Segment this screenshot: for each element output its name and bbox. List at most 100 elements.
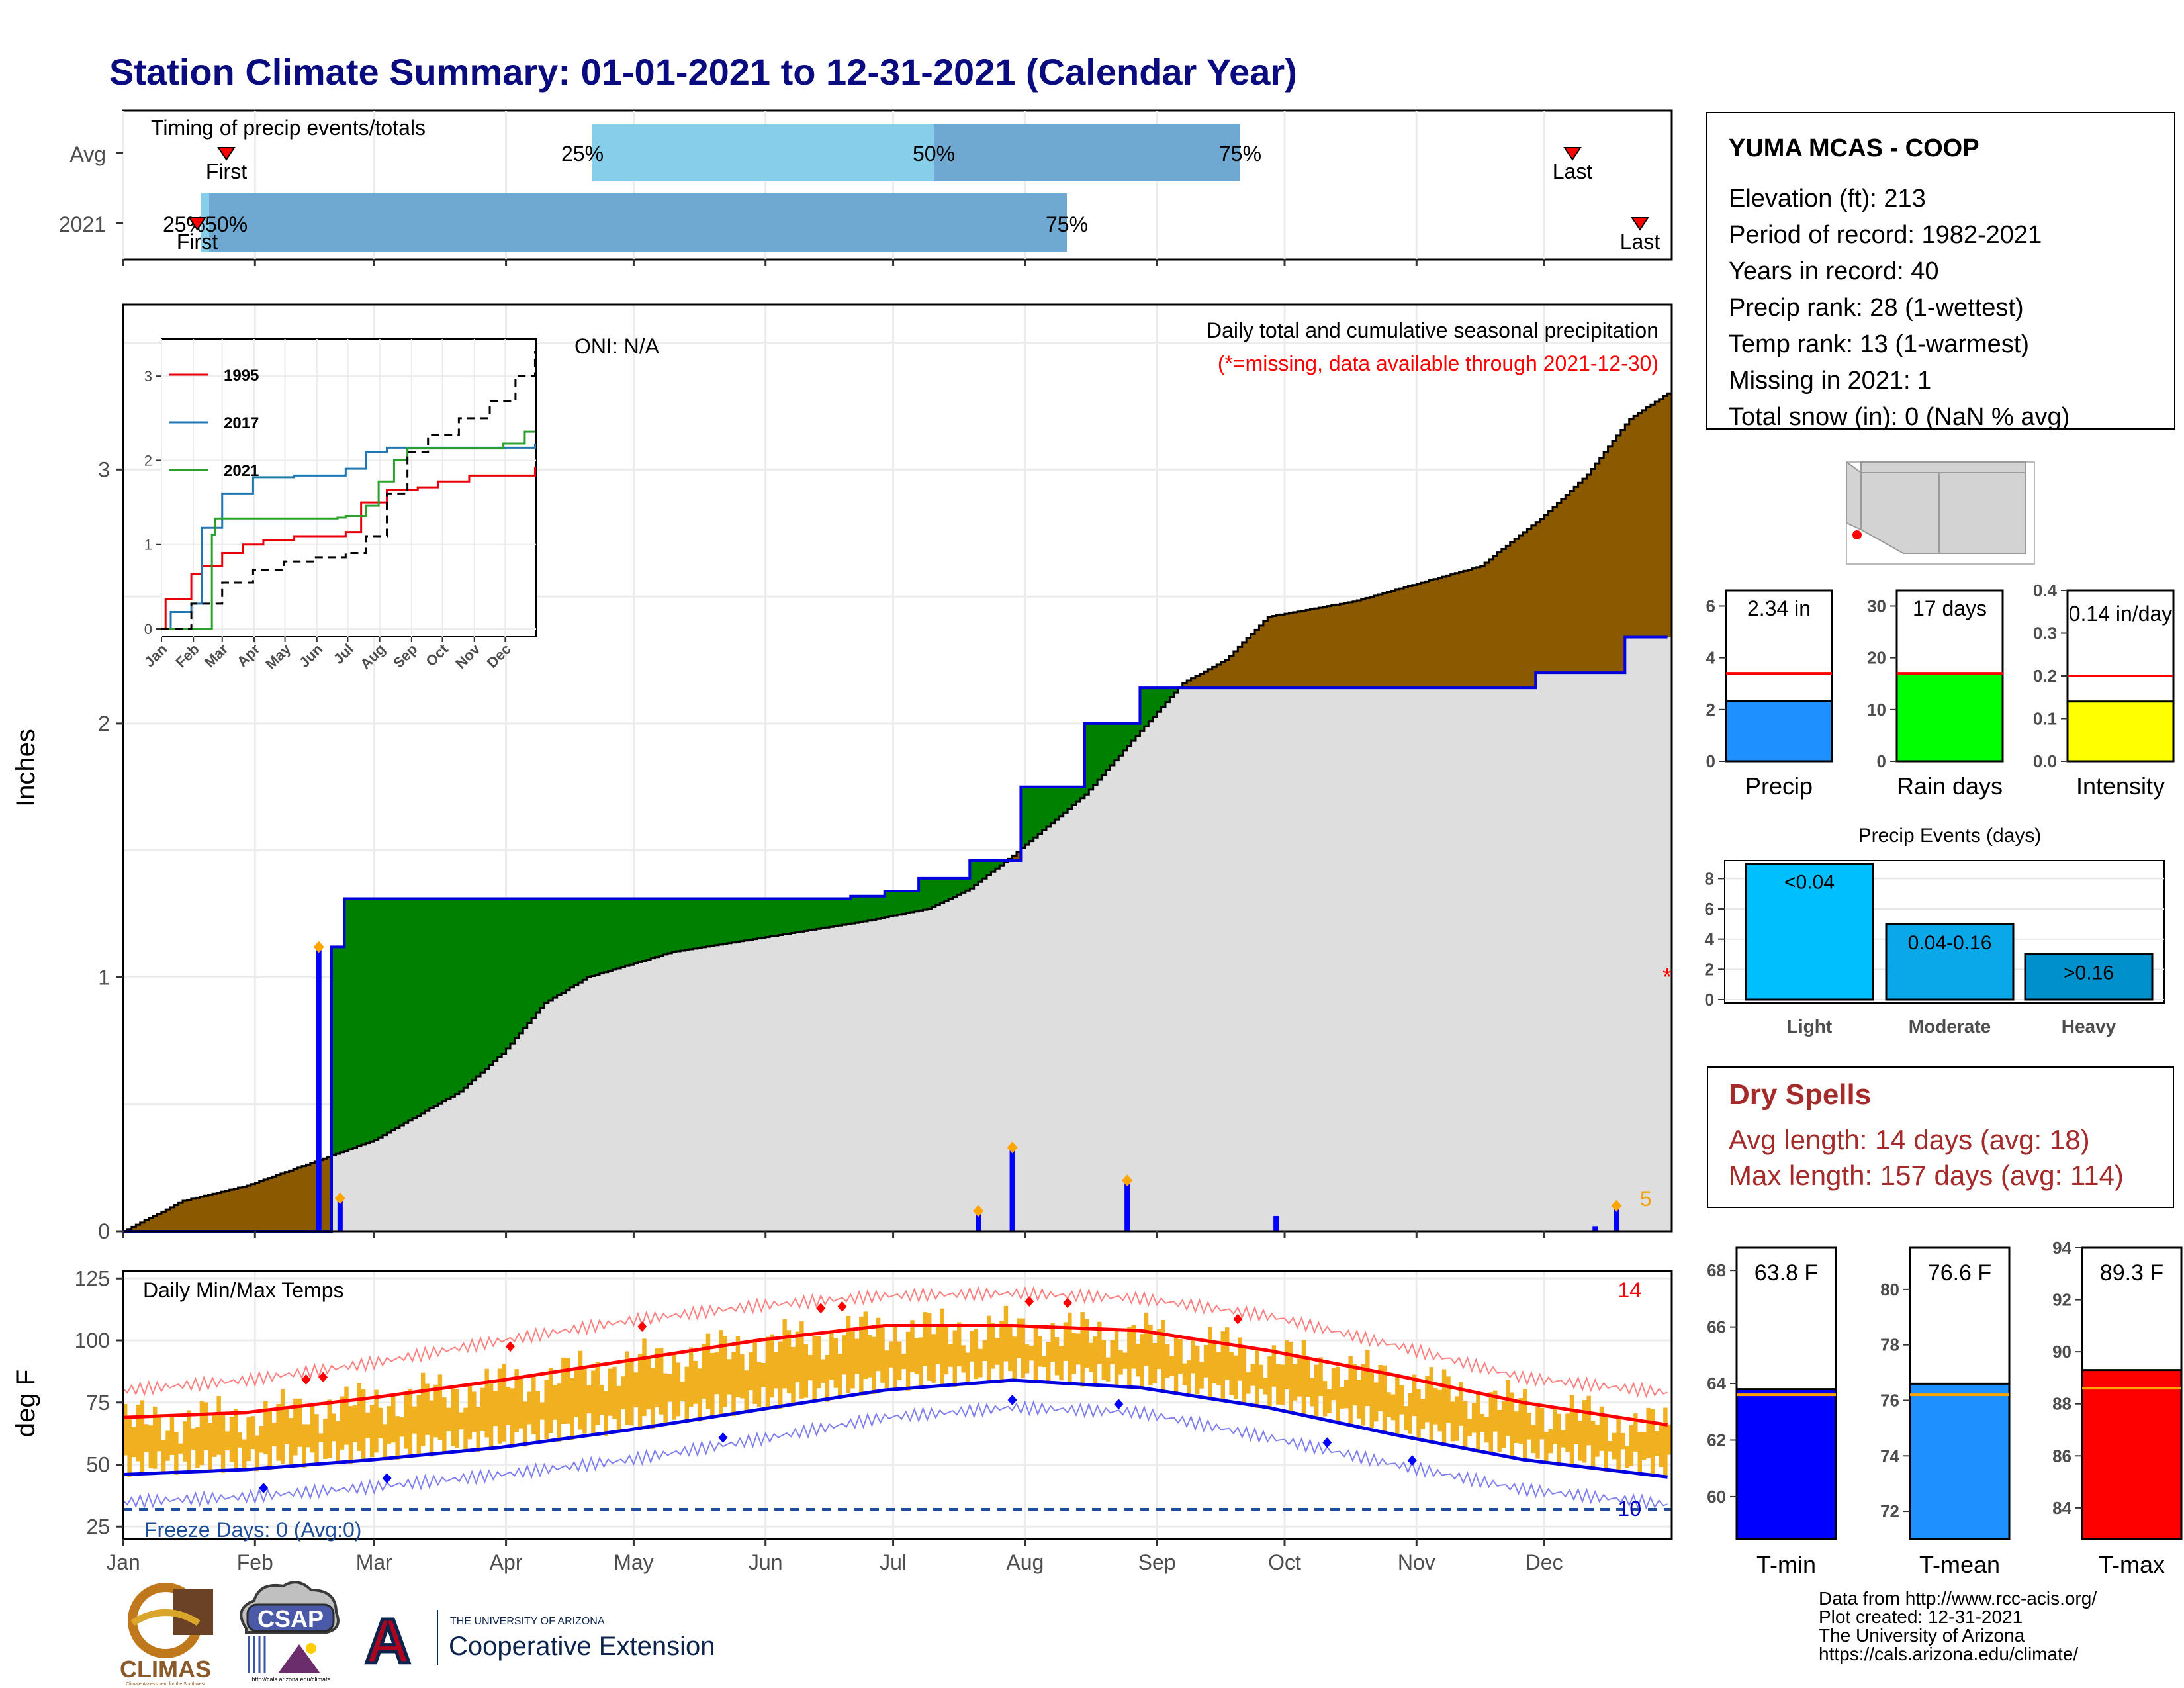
- record-low-marker: [1322, 1437, 1332, 1448]
- temp-bar-ytick-label: 90: [2052, 1342, 2071, 1362]
- ua-big-text: Cooperative Extension: [449, 1632, 715, 1661]
- record-high-marker: [301, 1374, 311, 1385]
- daily-precip-bar: [1592, 1226, 1598, 1231]
- daily-precip-bar: [1273, 1215, 1279, 1231]
- timing-2021-bar-50-75: [209, 193, 1067, 252]
- timing-avg-last-marker: [1563, 147, 1582, 161]
- temp-ytick-label: 50: [86, 1453, 110, 1477]
- inset-ytick-label: 2: [144, 452, 152, 469]
- timing-avg-first-label: First: [206, 160, 247, 183]
- precip-event-category: Heavy: [2062, 1016, 2116, 1037]
- temp-ytick-label: 125: [75, 1266, 110, 1290]
- mini-bar-value-label: 2.34 in: [1747, 596, 1811, 620]
- month-label: Mar: [356, 1550, 392, 1574]
- temp-bar-label: T-min: [1756, 1551, 1816, 1578]
- daily-temp-range-bars: [123, 1305, 1672, 1477]
- month-label: Jun: [749, 1550, 783, 1574]
- precip-missing-marker: *: [1662, 963, 1672, 990]
- temp-bar-label: T-mean: [1919, 1551, 2000, 1578]
- timing-avg-bar-50-75: [934, 124, 1240, 181]
- record-high-marker: [1233, 1313, 1243, 1325]
- mini-bar-ytick-label: 30: [1867, 596, 1886, 616]
- timing-avg-25-label: 25%: [561, 142, 604, 165]
- mini-bar-ytick-label: 6: [1706, 596, 1715, 616]
- mini-bar-value: [1725, 700, 1833, 763]
- record-high-marker: [637, 1321, 647, 1332]
- record-low-marker: [1407, 1455, 1417, 1466]
- timing-label: Timing of precip events/totals: [151, 116, 426, 140]
- new-mexico-shape: [1938, 472, 2026, 554]
- station-info-box: YUMA MCAS - COOP Elevation (ft): 213 Peri…: [1706, 112, 2175, 431]
- mini-bar-value: [1895, 672, 2004, 763]
- temp-bar-ytick-label: 88: [2052, 1394, 2071, 1414]
- temp-bar-ytick-label: 84: [2052, 1498, 2071, 1518]
- temp-bar-value-label: 89.3 F: [2100, 1260, 2163, 1286]
- precip-ytick-label: 2: [98, 712, 110, 735]
- csap-logo-text: CSAP: [257, 1605, 324, 1632]
- precip-events-chart: Precip Events (days) 0 2 4 6 8 <0.04 Light 0.04…: [1705, 825, 2165, 1037]
- station-info-line: Temp rank: 13 (1-warmest): [1729, 330, 2029, 358]
- climas-logo: CLIMAS Climate Assessment for the Southw…: [120, 1583, 213, 1687]
- temp-bar-value: [2081, 1369, 2183, 1540]
- daily-precip-marker: [313, 941, 324, 953]
- normal-min-temp-line: [122, 1378, 1668, 1479]
- temp-bar-t-mean: 72 74 76 78 80 76.6 F T-mean: [1880, 1246, 2011, 1578]
- credit-line-4: https://cals.arizona.edu/climate/: [1819, 1644, 2078, 1664]
- precip-event-bar-label: 0.04-0.16: [1908, 932, 1992, 954]
- climas-logo-subtext: Climate Assessment for the Southwest: [126, 1682, 205, 1687]
- mini-bar-ytick-label: 0.1: [2033, 709, 2057, 729]
- mini-bar-ytick-label: 0.3: [2033, 624, 2057, 643]
- credit-line-1: Data from http://www.rcc-acis.org/: [1819, 1588, 2097, 1609]
- timing-2021-last-marker: [1631, 217, 1649, 231]
- timing-avg-75-label: 75%: [1219, 142, 1261, 165]
- timing-avg-50-label: 50%: [913, 142, 955, 165]
- precip-event-bar: [1885, 923, 2015, 1001]
- credits: Data from http://www.rcc-acis.org/ Plot …: [1819, 1588, 2097, 1664]
- daily-precip-marker: [1611, 1199, 1622, 1212]
- oni-label: ONI: N/A: [574, 334, 660, 358]
- mini-bar-value: [2066, 700, 2175, 763]
- daily-precip-bar: [1009, 1147, 1015, 1231]
- record-low-marker: [1007, 1395, 1017, 1405]
- events-ytick-label: 4: [1705, 929, 1715, 949]
- timing-avg-first-marker: [217, 147, 236, 161]
- daily-precip-bar: [976, 1211, 981, 1231]
- temp-hot-count: 14: [1617, 1278, 1641, 1302]
- month-label: Aug: [1006, 1550, 1044, 1574]
- mini-bar-precip: 0 2 4 6 2.34 in Precip: [1706, 589, 1833, 800]
- temp-bar-ytick-label: 72: [1880, 1501, 1899, 1521]
- station-info-line: Precip rank: 28 (1-wettest): [1729, 294, 2024, 322]
- timing-row-avg: Avg: [69, 142, 106, 166]
- timing-2021-first-marker: [188, 217, 206, 231]
- precip-subtitle: Daily total and cumulative seasonal prec…: [1206, 318, 1659, 342]
- record-high-marker: [837, 1301, 847, 1312]
- precip-event-bar: [1745, 863, 1874, 1001]
- mini-bar-ytick-label: 20: [1867, 648, 1886, 668]
- month-label: Feb: [237, 1550, 273, 1574]
- ua-small-text: THE UNIVERSITY OF ARIZONA: [450, 1616, 605, 1627]
- temp-bar-ytick-label: 80: [1880, 1280, 1899, 1299]
- daily-precip-bar: [1124, 1180, 1130, 1231]
- precip-missing-note: (*=missing, data available through 2021-…: [1218, 352, 1659, 375]
- daily-precip-bar: [337, 1198, 343, 1231]
- credit-line-2: Plot created: 12-31-2021: [1819, 1607, 2023, 1627]
- inset-legend-label: 2017: [224, 414, 259, 432]
- temp-bar-ytick-label: 78: [1880, 1335, 1899, 1355]
- temp-bar-ytick-label: 94: [2052, 1238, 2071, 1258]
- inset-series-line: [161, 444, 536, 630]
- precip-ytick-label: 0: [98, 1219, 110, 1243]
- precip-above-normal-area: [332, 688, 1179, 1156]
- record-high-marker: [506, 1341, 515, 1352]
- timing-2021-75-label: 75%: [1046, 212, 1088, 236]
- station-location-dot: [1852, 530, 1862, 539]
- month-label: Oct: [1268, 1550, 1301, 1574]
- precip-event-bar: [2024, 953, 2154, 1001]
- events-ytick-label: 2: [1705, 959, 1714, 979]
- month-label: Nov: [1398, 1550, 1435, 1574]
- mini-bar-rain-days: 0 10 20 30 17 days Rain days: [1867, 589, 2004, 800]
- timing-2021-last-label: Last: [1620, 230, 1661, 254]
- mini-bar-ytick-label: 0: [1706, 751, 1715, 771]
- record-low-marker: [259, 1483, 269, 1493]
- timing-row-2021: 2021: [59, 212, 106, 236]
